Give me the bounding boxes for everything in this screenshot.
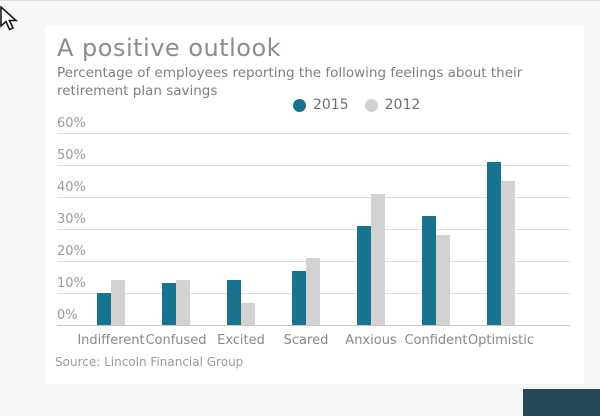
x-axis-label: Scared <box>283 333 329 348</box>
y-axis-tick-label: 0% <box>57 308 78 323</box>
bar-excited-2012 <box>241 302 255 325</box>
legend-label: 2012 <box>384 97 421 113</box>
bar-indifferent-2012 <box>111 280 125 325</box>
gridline-50% <box>57 165 570 166</box>
bar-confident-2015 <box>422 216 436 325</box>
gridline-30% <box>57 229 570 230</box>
gridline-0% <box>57 325 570 326</box>
gridline-40% <box>57 197 570 198</box>
bar-scared-2015 <box>292 270 306 325</box>
category-group-confused: Confused <box>138 133 214 348</box>
legend-dot-icon <box>364 98 378 112</box>
category-group-excited: Excited <box>203 133 279 348</box>
bar-confused-2012 <box>176 280 190 325</box>
legend-item-2015[interactable]: 2015 <box>293 97 349 113</box>
source-attribution: Source: Lincoln Financial Group <box>55 355 244 369</box>
category-group-scared: Scared <box>268 133 344 348</box>
legend-label: 2015 <box>313 97 349 113</box>
y-axis-tick-label: 10% <box>57 276 86 291</box>
legend-item-2012[interactable]: 2012 <box>364 97 421 113</box>
mouse-cursor-icon <box>0 6 18 31</box>
category-group-indifferent: Indifferent <box>73 133 149 348</box>
x-axis-label: Confident <box>404 333 468 348</box>
chart-legend: 2015 2012 <box>293 96 420 114</box>
category-group-confident: Confident <box>398 133 474 348</box>
x-axis-label: Excited <box>217 333 265 348</box>
bar-anxious-2012 <box>371 193 385 325</box>
chart-title: A positive outlook <box>57 34 282 62</box>
x-axis-label: Optimistic <box>467 333 535 348</box>
bottom-right-panel-fragment <box>523 389 600 416</box>
legend-dot-icon <box>293 98 306 112</box>
bar-excited-2015 <box>227 280 241 325</box>
gridline-60% <box>57 133 570 134</box>
chart-card: A positive outlook Percentage of employe… <box>45 26 584 384</box>
plot-area: 60% 50% 40% 30% 20% 10% 0% Indifferent Confused E… <box>57 116 570 348</box>
bar-scared-2012 <box>306 257 320 325</box>
bar-optimistic-2012 <box>501 181 515 325</box>
y-axis-tick-label: 30% <box>57 212 86 227</box>
y-axis-tick-label: 50% <box>57 148 86 163</box>
x-axis-label: Indifferent <box>77 333 145 348</box>
x-axis-label: Anxious <box>345 333 397 348</box>
y-axis-tick-label: 60% <box>57 116 86 131</box>
x-axis-label: Confused <box>145 333 207 348</box>
bar-anxious-2015 <box>357 225 371 325</box>
bar-confused-2015 <box>162 283 176 325</box>
bar-indifferent-2015 <box>97 293 111 325</box>
y-axis-tick-label: 40% <box>57 180 86 195</box>
bar-confident-2012 <box>436 235 450 325</box>
y-axis-tick-label: 20% <box>57 244 86 259</box>
chart-subtitle: Percentage of employees reporting the fo… <box>57 65 523 99</box>
category-group-optimistic: Optimistic <box>463 133 539 348</box>
bar-optimistic-2015 <box>487 161 501 325</box>
category-group-anxious: Anxious <box>333 133 409 348</box>
